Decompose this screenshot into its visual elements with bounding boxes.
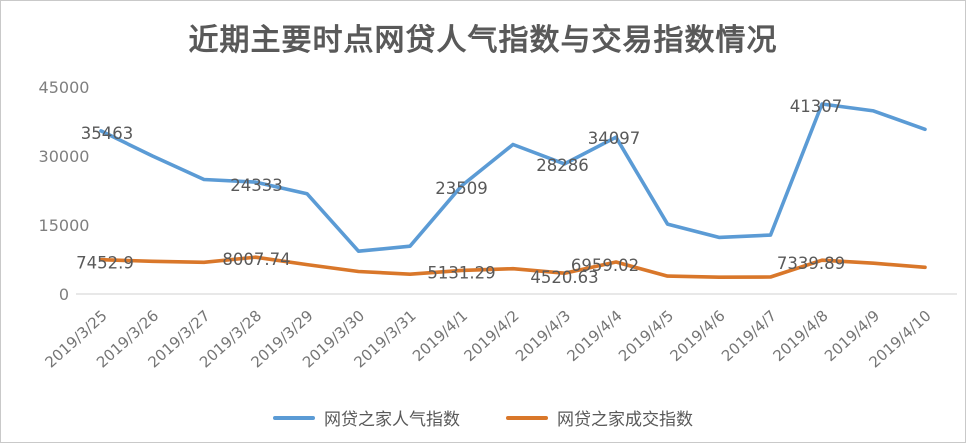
data-label: 24333: [230, 176, 283, 195]
chart-title: 近期主要时点网贷人气指数与交易指数情况: [188, 23, 778, 58]
series-line-popularity: [99, 102, 927, 253]
chart-legend: 网贷之家人气指数 网贷之家成交指数: [1, 405, 965, 430]
x-axis-tick-label: 2019/4/6: [667, 307, 729, 365]
x-axis-tick-label: 2019/4/8: [770, 307, 832, 365]
data-label: 23509: [435, 179, 488, 198]
y-axis-tick-label: 45000: [39, 78, 90, 97]
legend-label-popularity: 网贷之家人气指数: [324, 410, 460, 430]
data-label: 8007.74: [222, 250, 290, 269]
line-chart-canvas: 01500030000450002019/3/252019/3/262019/3…: [39, 78, 957, 371]
y-axis-tick-label: 15000: [39, 216, 90, 235]
data-label: 4520.63: [530, 268, 598, 287]
data-label: 35463: [81, 124, 134, 143]
data-label: 41307: [790, 97, 843, 116]
legend-swatch-popularity-icon: [273, 415, 315, 420]
legend-item-turnover: 网贷之家成交指数: [506, 405, 693, 430]
x-axis-tick-label: 2019/4/1: [409, 307, 471, 365]
x-axis-tick-label: 2019/4/4: [564, 307, 626, 365]
data-label: 5131.29: [427, 263, 495, 282]
legend-item-popularity: 网贷之家人气指数: [273, 405, 460, 430]
legend-swatch-turnover-icon: [506, 415, 548, 420]
x-axis-tick-label: 2019/4/7: [718, 307, 780, 365]
data-label: 7452.9: [76, 254, 134, 273]
series-line-turnover: [99, 255, 927, 280]
x-axis-tick-label: 2019/4/2: [461, 307, 523, 365]
data-label: 6959.02: [571, 256, 639, 275]
data-label: 28286: [536, 156, 589, 175]
x-axis-tick-label: 2019/4/3: [512, 307, 574, 365]
y-axis-tick-label: 30000: [39, 147, 90, 166]
x-axis-tick-label: 2019/4/5: [615, 307, 677, 365]
data-label: 7339.89: [777, 254, 845, 273]
data-label: 34097: [588, 129, 641, 148]
legend-label-turnover: 网贷之家成交指数: [557, 410, 693, 430]
y-axis-tick-label: 0: [59, 285, 69, 304]
